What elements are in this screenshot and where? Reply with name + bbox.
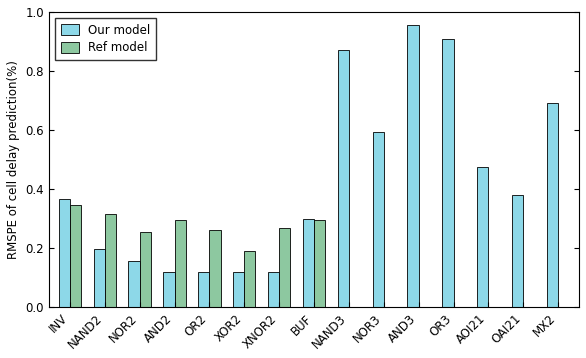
Bar	[407, 25, 418, 307]
Bar	[128, 261, 139, 307]
Bar	[59, 199, 70, 307]
Bar	[268, 272, 279, 307]
Legend: Our model, Ref model: Our model, Ref model	[55, 18, 156, 61]
Bar	[244, 251, 255, 307]
Bar	[512, 195, 523, 307]
Bar	[279, 228, 290, 307]
Bar	[70, 205, 81, 307]
Bar	[163, 272, 175, 307]
Bar	[105, 214, 116, 307]
Bar	[314, 220, 325, 307]
Bar	[338, 50, 349, 307]
Bar	[175, 220, 186, 307]
Bar	[477, 167, 488, 307]
Bar	[94, 249, 105, 307]
Bar	[303, 219, 314, 307]
Bar	[209, 230, 220, 307]
Bar	[233, 272, 244, 307]
Bar	[442, 39, 454, 307]
Bar	[373, 131, 384, 307]
Bar	[139, 232, 151, 307]
Bar	[198, 272, 209, 307]
Bar	[547, 103, 558, 307]
Y-axis label: RMSPE of cell delay prediction(%): RMSPE of cell delay prediction(%)	[7, 60, 20, 259]
